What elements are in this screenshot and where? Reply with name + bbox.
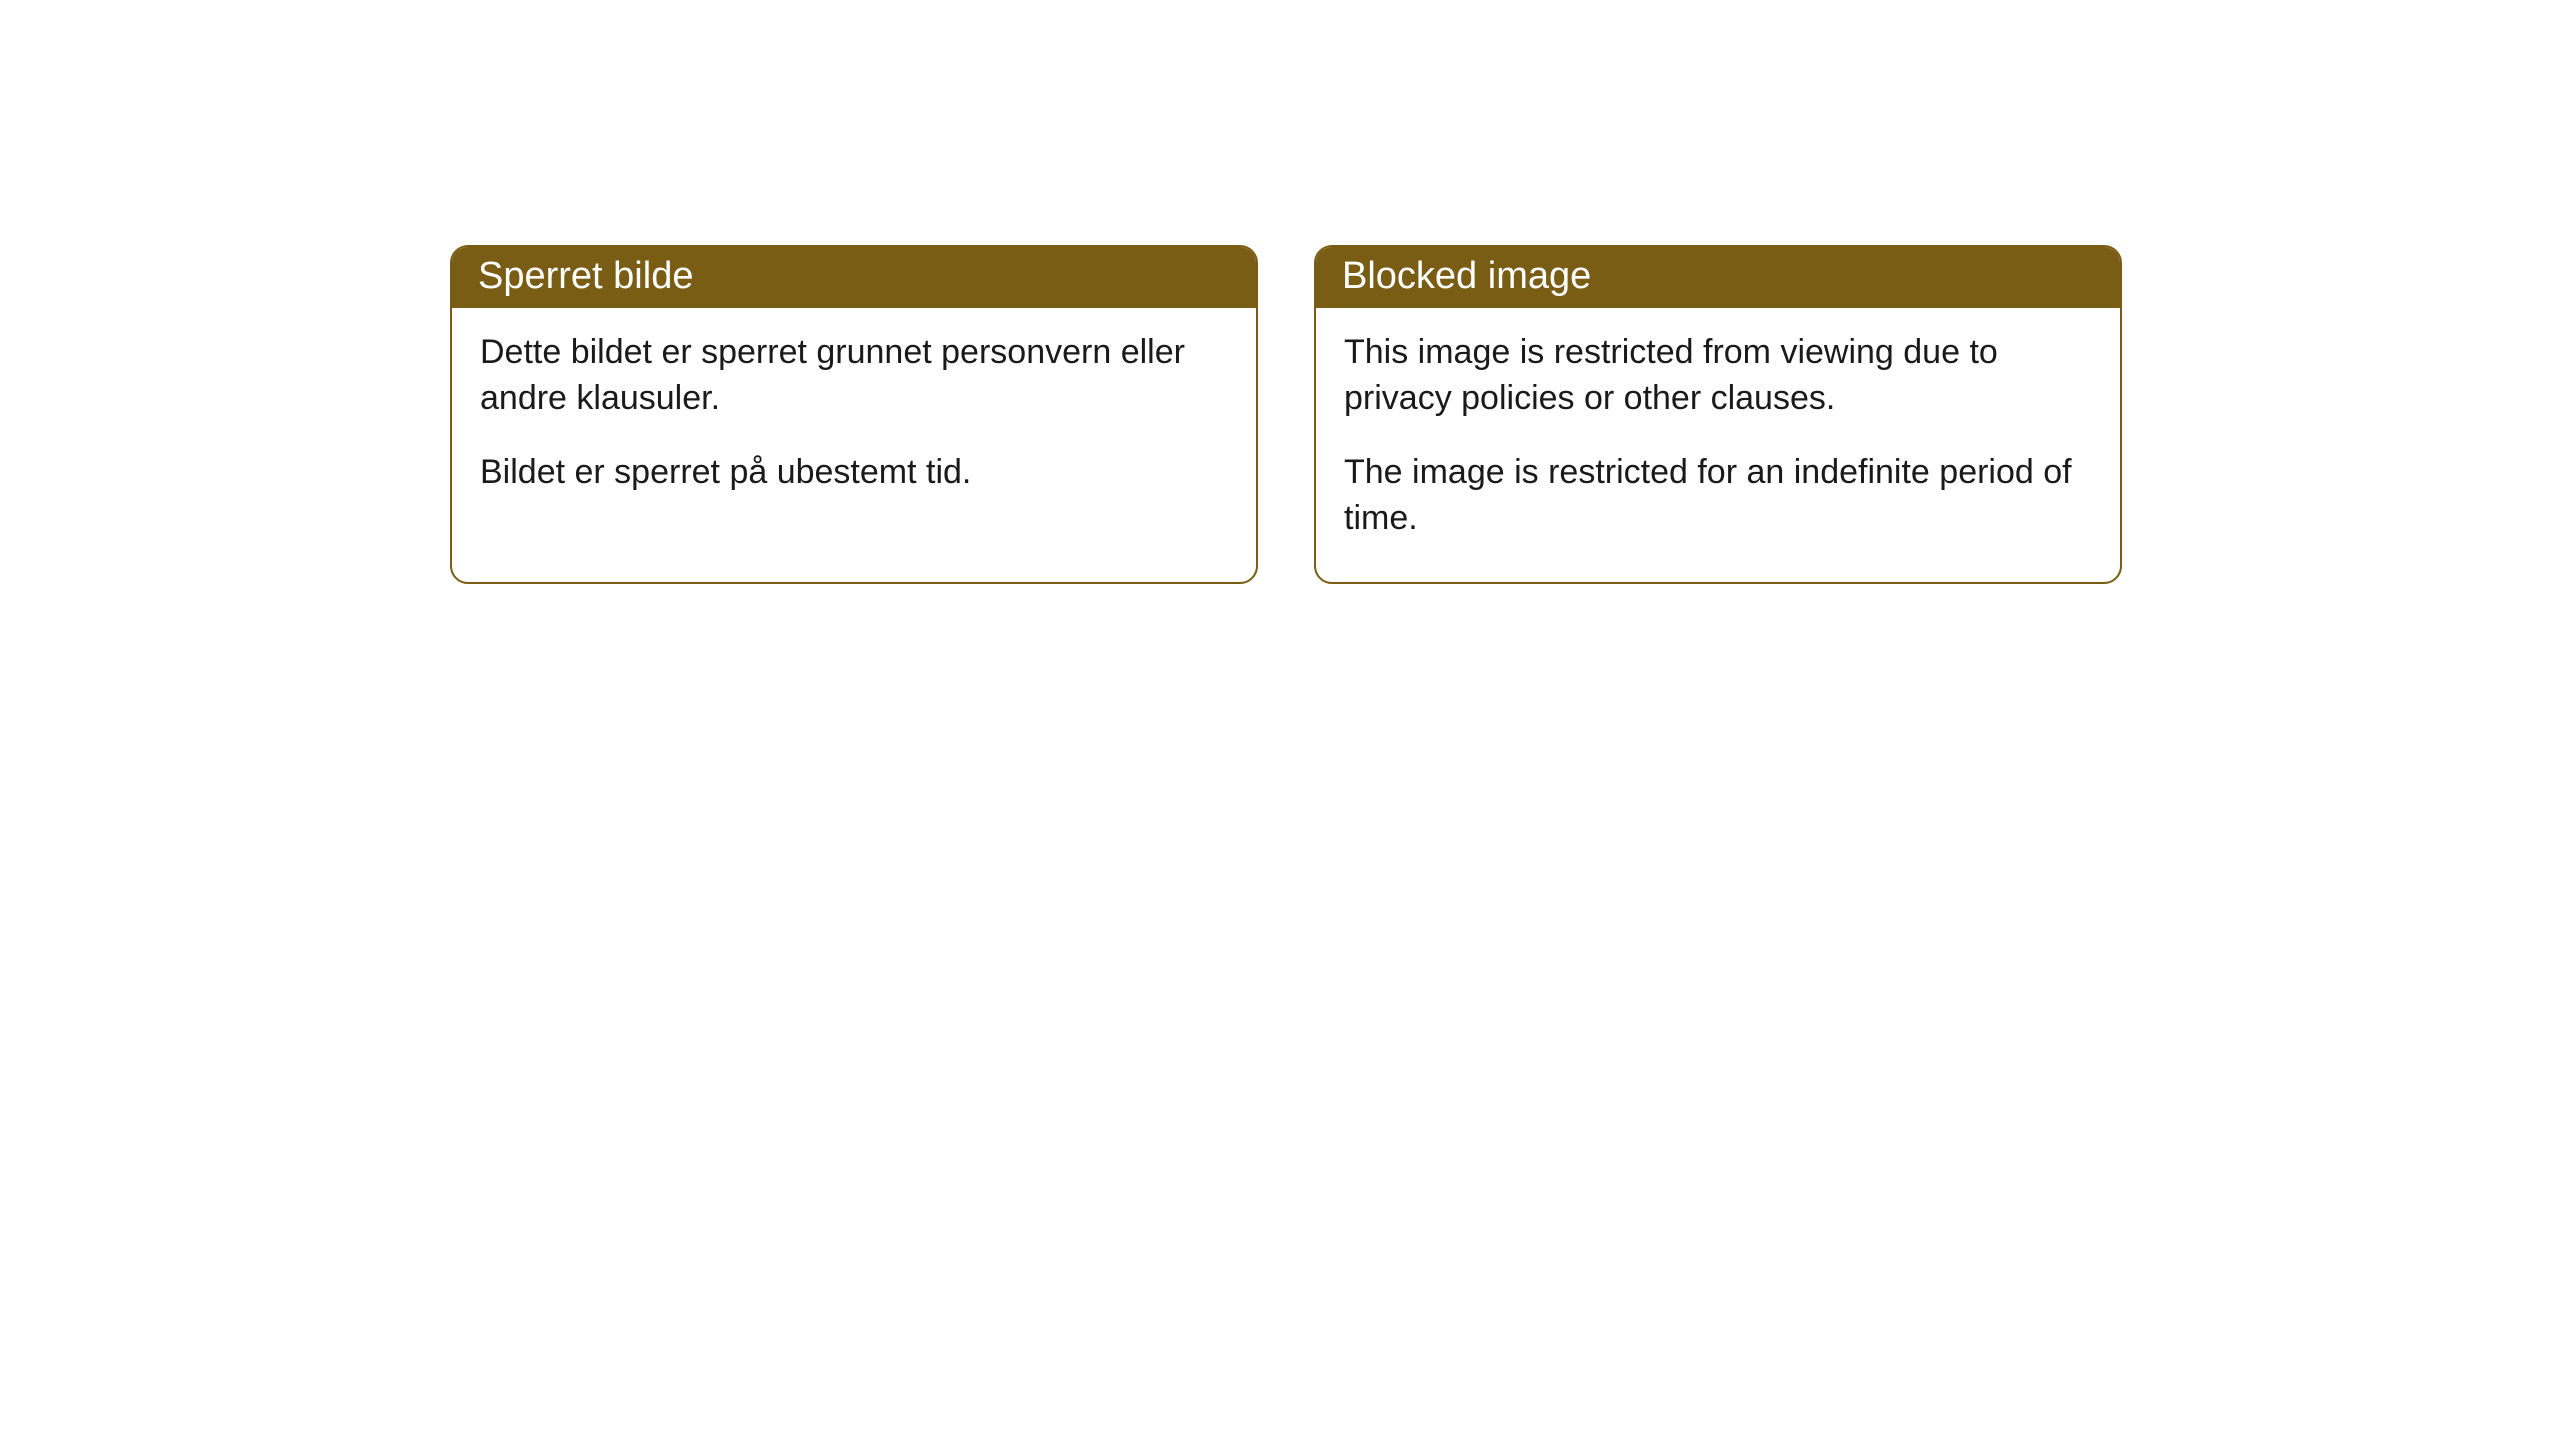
notice-paragraph: Bildet er sperret på ubestemt tid. (480, 450, 1228, 496)
notice-paragraph: Dette bildet er sperret grunnet personve… (480, 330, 1228, 422)
notice-body-english: This image is restricted from viewing du… (1316, 308, 2120, 582)
notice-paragraph: This image is restricted from viewing du… (1344, 330, 2092, 422)
notice-paragraph: The image is restricted for an indefinit… (1344, 450, 2092, 542)
notice-header-english: Blocked image (1316, 247, 2120, 308)
notice-header-norwegian: Sperret bilde (452, 247, 1256, 308)
notice-body-norwegian: Dette bildet er sperret grunnet personve… (452, 308, 1256, 536)
notice-container: Sperret bilde Dette bildet er sperret gr… (450, 245, 2122, 584)
notice-card-english: Blocked image This image is restricted f… (1314, 245, 2122, 584)
notice-card-norwegian: Sperret bilde Dette bildet er sperret gr… (450, 245, 1258, 584)
